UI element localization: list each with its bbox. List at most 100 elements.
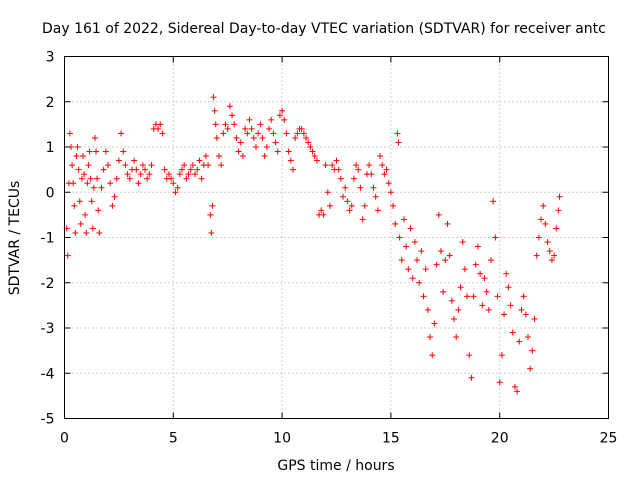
data-point: [424, 306, 431, 313]
data-point: [346, 207, 353, 214]
data-point: [131, 157, 138, 164]
chart-title: Day 161 of 2022, Sidereal Day-to-day VTE…: [42, 21, 606, 37]
data-point: [414, 257, 421, 264]
data-point: [233, 134, 240, 141]
data-point: [368, 171, 375, 178]
data-point: [544, 239, 551, 246]
data-point: [250, 134, 257, 141]
data-point: [248, 125, 255, 132]
data-point: [239, 153, 246, 160]
data-point: [509, 329, 516, 336]
data-point: [87, 175, 94, 182]
data-point: [226, 103, 233, 110]
data-point: [429, 352, 436, 359]
data-point: [187, 166, 194, 173]
data-point: [435, 211, 442, 218]
x-tick-label: 5: [169, 431, 178, 447]
data-point: [361, 202, 368, 209]
data-point: [533, 252, 540, 259]
data-point: [285, 148, 292, 155]
data-point: [261, 153, 268, 160]
data-point: [78, 175, 85, 182]
data-point: [210, 94, 217, 101]
data-point: [298, 125, 305, 132]
data-point: [451, 315, 458, 322]
data-point: [374, 207, 381, 214]
y-tick-label: -2: [41, 276, 55, 292]
data-point: [211, 107, 218, 114]
data-point: [118, 130, 125, 137]
data-point: [448, 297, 455, 304]
data-point: [344, 198, 351, 205]
data-point: [529, 347, 536, 354]
data-point: [548, 257, 555, 264]
data-point: [198, 175, 205, 182]
data-point: [481, 275, 488, 282]
data-points: [63, 94, 563, 395]
data-point: [126, 175, 133, 182]
data-point: [527, 365, 534, 372]
data-point: [259, 134, 266, 141]
data-point: [155, 125, 162, 132]
data-point: [318, 207, 325, 214]
y-tick-label: 0: [46, 185, 55, 201]
data-point: [485, 306, 492, 313]
data-point: [403, 243, 410, 250]
data-point: [553, 225, 560, 232]
data-point: [90, 184, 97, 191]
data-point: [392, 220, 399, 227]
x-tick-label: 20: [491, 431, 509, 447]
data-point: [266, 125, 273, 132]
data-point: [183, 175, 190, 182]
data-point: [207, 211, 214, 218]
data-point: [93, 148, 100, 155]
y-tick-label: 2: [46, 95, 55, 111]
data-point: [76, 198, 83, 205]
data-point: [370, 184, 377, 191]
data-point: [294, 130, 301, 137]
data-point: [333, 157, 340, 164]
data-point: [418, 248, 425, 255]
data-point: [220, 130, 227, 137]
data-point: [88, 198, 95, 205]
data-point: [95, 207, 102, 214]
data-point: [411, 239, 418, 246]
data-point: [440, 288, 447, 295]
data-point: [518, 306, 525, 313]
data-point: [98, 184, 105, 191]
data-point: [494, 293, 501, 300]
data-point: [144, 175, 151, 182]
data-point: [146, 171, 153, 178]
data-point: [483, 288, 490, 295]
data-point: [268, 116, 275, 123]
data-point: [542, 220, 549, 227]
data-point: [474, 243, 481, 250]
data-point: [272, 139, 279, 146]
data-point: [64, 252, 71, 259]
y-tick-label: -4: [41, 366, 55, 382]
data-point: [113, 175, 120, 182]
data-point: [359, 216, 366, 223]
data-point: [442, 257, 449, 264]
data-point: [89, 225, 96, 232]
data-point: [270, 130, 277, 137]
data-point: [72, 229, 79, 236]
data-point: [172, 189, 179, 196]
data-point: [279, 107, 286, 114]
data-point: [420, 293, 427, 300]
data-point: [213, 134, 220, 141]
data-point: [246, 116, 253, 123]
data-point: [309, 148, 316, 155]
data-point: [100, 166, 107, 173]
data-point: [335, 166, 342, 173]
data-point: [218, 162, 225, 169]
x-tick-label: 15: [382, 431, 400, 447]
data-point: [91, 134, 98, 141]
data-point: [124, 171, 131, 178]
data-point: [208, 229, 215, 236]
data-point: [75, 166, 82, 173]
data-point: [505, 284, 512, 291]
data-point: [320, 211, 327, 218]
y-tick-label: -5: [41, 412, 55, 428]
data-point: [540, 202, 547, 209]
